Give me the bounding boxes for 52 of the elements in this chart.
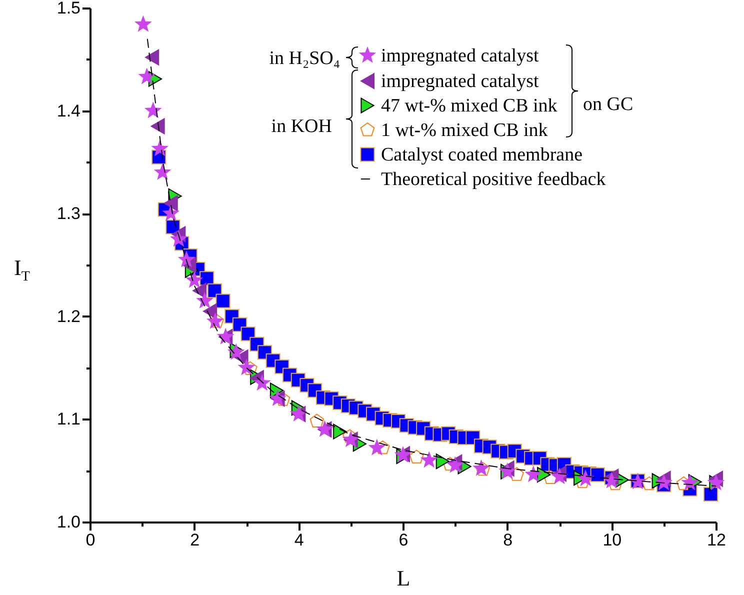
x-axis-title: L [396, 566, 410, 590]
y-tick-label: 1.0 [56, 512, 80, 532]
point [447, 457, 464, 472]
point [656, 474, 672, 490]
annotation: on GC [583, 94, 634, 115]
point [682, 474, 698, 490]
annotation: in H₂SO₄ [269, 48, 340, 69]
point [310, 414, 324, 428]
point [162, 205, 179, 220]
point [238, 360, 254, 375]
point [436, 454, 450, 470]
x-tick-label: 12 [707, 530, 726, 550]
point [333, 424, 347, 440]
x-tick-label: 8 [503, 530, 513, 550]
x-tick-label: 4 [294, 530, 304, 550]
legend-label: impregnated catalyst [381, 46, 540, 66]
annotation: in KOH [271, 116, 332, 137]
x-tick-label: 6 [398, 530, 408, 550]
point [186, 272, 202, 288]
legend-label: 1 wt-% mixed CB ink [381, 120, 548, 141]
point [421, 452, 437, 468]
point [154, 164, 170, 180]
point [254, 374, 270, 390]
y-axis-title: I$_{T}$ [14, 255, 30, 286]
legend-label: impregnated catalyst [381, 71, 540, 92]
x-tick-label: 10 [602, 530, 622, 550]
y-tick-label: 1.5 [56, 0, 80, 18]
legend-label: Catalyst coated membrane [381, 144, 583, 166]
point [145, 49, 160, 66]
point [135, 16, 152, 32]
point [138, 68, 155, 84]
point [150, 118, 165, 134]
y-tick-label: 1.4 [56, 101, 80, 120]
x-tick-label: 0 [86, 530, 96, 550]
legend-label: Theoretical positive feedback [381, 169, 606, 190]
y-tick-label: 1.1 [56, 410, 80, 429]
point [704, 486, 718, 502]
y-tick-label: 1.3 [56, 204, 80, 224]
point [578, 470, 594, 486]
point [178, 252, 194, 267]
point [369, 440, 385, 455]
point [526, 466, 542, 482]
point [409, 450, 424, 464]
point [152, 140, 168, 156]
x-tick-label: 2 [190, 530, 200, 550]
point [164, 195, 178, 212]
point [552, 468, 568, 484]
point [145, 102, 161, 118]
legend-label: 47 wt-% mixed CB ink [381, 96, 558, 116]
point [590, 467, 605, 482]
y-tick-label: 1.2 [56, 306, 80, 326]
point [216, 294, 230, 308]
